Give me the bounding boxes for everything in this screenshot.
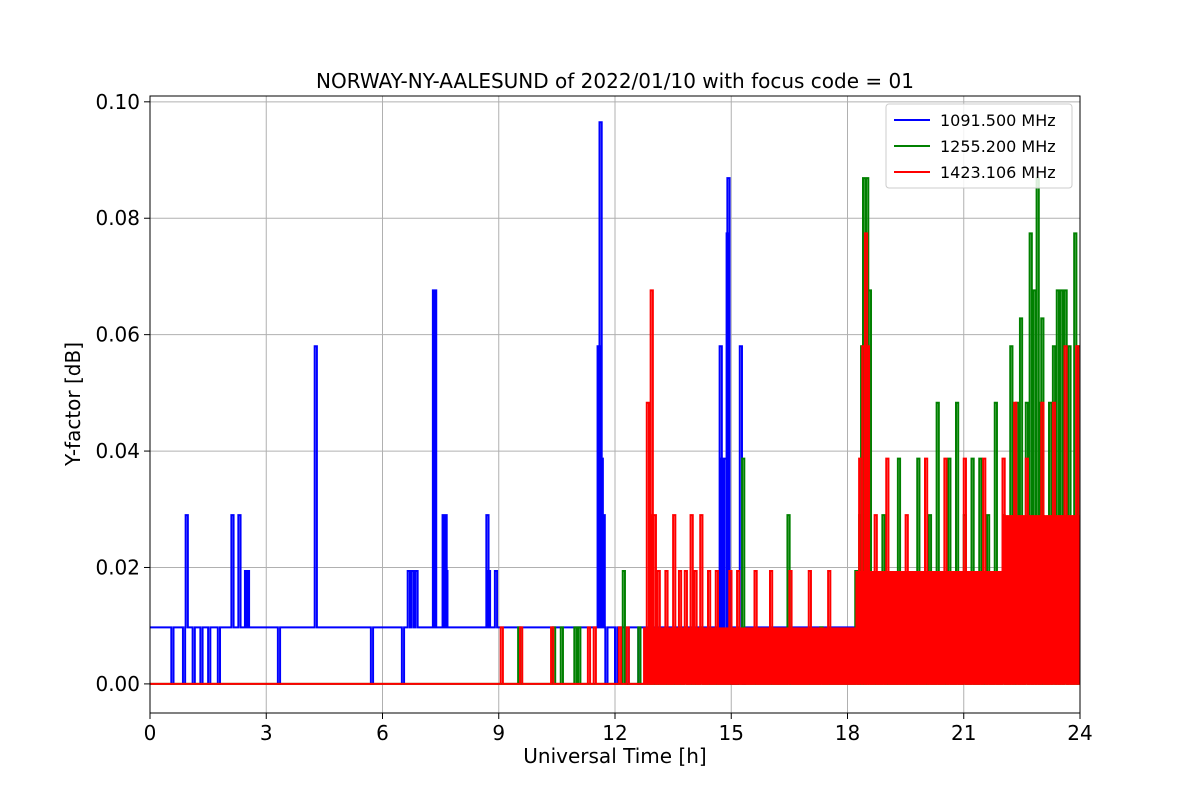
y-tick-label: 0.06: [95, 323, 140, 347]
plot-lines: [150, 121, 1080, 685]
legend-label: 1255.200 MHz: [940, 137, 1056, 156]
legend-box: [885, 103, 1073, 189]
series-3-dense-band: [643, 515, 1080, 684]
x-tick-label: 6: [376, 721, 389, 745]
x-tick-label: 24: [1067, 721, 1092, 745]
y-tick-label: 0.00: [95, 672, 140, 696]
x-tick-label: 12: [602, 721, 627, 745]
y-tick-label: 0.04: [95, 439, 140, 463]
y-tick-label: 0.10: [95, 90, 140, 114]
legend-label: 1423.106 MHz: [940, 163, 1056, 182]
axis-ticks: 0 3 6 9 12 15 18 21 24 0.00 0.02 0.04 0.06 0.08 0.10: [95, 90, 1092, 745]
x-tick-label: 18: [835, 721, 860, 745]
y-tick-label: 0.08: [95, 206, 140, 230]
x-axis-label: Universal Time [h]: [523, 744, 706, 768]
y-tick-label: 0.02: [95, 555, 140, 579]
chart-title: NORWAY-NY-AALESUND of 2022/01/10 with fo…: [316, 69, 914, 93]
x-tick-label: 0: [144, 721, 157, 745]
legend-label: 1091.500 MHz: [940, 111, 1056, 130]
y-axis-label: Y-factor [dB]: [61, 342, 85, 467]
legend: 1091.500 MHz 1255.200 MHz 1423.106 MHz: [885, 103, 1073, 189]
x-tick-label: 15: [719, 721, 744, 745]
x-tick-label: 9: [492, 721, 505, 745]
x-tick-label: 3: [260, 721, 273, 745]
x-tick-label: 21: [951, 721, 976, 745]
